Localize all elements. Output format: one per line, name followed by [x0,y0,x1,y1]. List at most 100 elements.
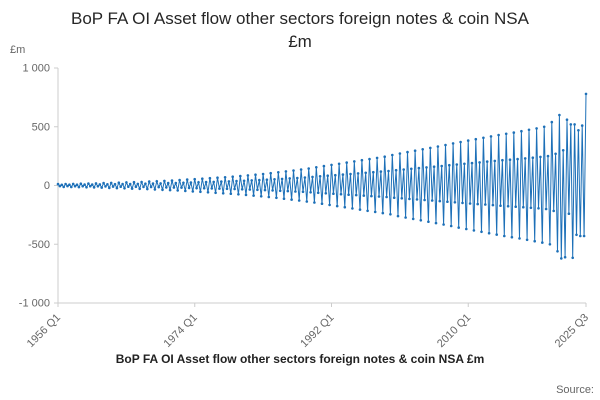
data-point [518,237,521,240]
data-point [184,189,187,193]
data-point [311,175,314,179]
data-point [309,191,312,194]
data-point [421,148,425,151]
data-point [149,185,153,189]
data-point [571,256,574,260]
data-point [163,179,166,183]
data-point [364,171,368,175]
y-axis-unit-label: £m [10,44,26,56]
data-point [123,187,126,190]
data-point [398,152,402,155]
data-point [449,224,453,228]
data-point [535,127,538,130]
data-point [533,239,536,243]
data-point [277,171,280,174]
data-point [79,182,83,185]
data-point [220,180,223,183]
data-point [525,238,529,242]
data-point [446,200,449,203]
data-point [370,194,373,198]
data-point [343,205,347,209]
data-point [561,149,565,152]
data-point [531,156,535,159]
data-point [252,194,255,197]
data-point [499,204,502,207]
data-point [146,187,149,191]
data-point [263,188,267,192]
data-point [168,188,172,192]
data-point [510,235,514,239]
data-point [284,170,288,173]
data-point [71,182,75,186]
y-tick-label: 1 000 [22,63,50,75]
data-point [385,195,388,199]
data-point [303,176,307,179]
legend-label: BoP FA OI Asset flow other sectors forei… [115,352,485,366]
data-point [463,162,466,166]
data-point [94,182,98,185]
data-point [223,176,227,179]
x-tick-label: 2025 Q3 [553,312,591,350]
data-point [554,152,557,156]
data-point [512,131,516,134]
data-point [202,186,206,190]
data-point [294,190,297,193]
data-point [286,189,290,193]
data-point [322,164,326,168]
data-point [259,195,263,198]
data-point [451,142,455,145]
data-point [544,207,548,211]
y-tick-label: -500 [28,239,50,251]
data-point [430,199,434,202]
data-point [64,182,67,186]
data-point [489,135,493,138]
data-point [328,203,331,207]
data-point [142,185,145,189]
data-point [119,185,122,188]
data-point [372,170,375,174]
data-point [448,163,451,167]
data-point [349,172,352,176]
data-point [565,118,569,121]
data-point [109,181,113,185]
data-point [127,185,130,188]
data-point [166,181,170,185]
y-tick-label: -1 000 [19,298,50,310]
data-point [470,161,474,165]
data-point [527,128,531,132]
data-point [419,219,423,222]
data-point [455,163,459,166]
data-point [413,149,417,152]
data-point [326,174,330,177]
chart-plot-area[interactable]: 1 000 500 0 -500 -1 000 1956 Q1 1974 Q1 1992 Q1… [0,58,600,350]
data-point [117,181,121,184]
series-line [57,93,587,259]
data-point [358,208,362,211]
data-point [503,234,506,238]
data-point [345,161,349,164]
data-point [273,178,276,181]
data-point [567,212,571,215]
data-point [497,133,500,137]
data-point [75,183,79,186]
data-point [375,156,379,160]
data-point [354,193,358,197]
data-point [92,186,96,189]
data-point [506,204,510,208]
data-point [440,164,444,168]
data-point [415,198,419,201]
data-point [406,150,409,154]
legend-item[interactable]: BoP FA OI Asset flow other sectors forei… [0,352,600,366]
data-point [218,187,221,190]
data-point [121,182,124,186]
data-point [197,181,200,184]
data-point [425,166,428,169]
data-point [550,120,554,124]
data-point [235,179,238,183]
data-point [408,197,411,201]
data-point [356,172,360,175]
data-point [170,179,174,182]
data-point [144,182,147,185]
data-point [353,160,356,163]
data-point [320,202,324,205]
